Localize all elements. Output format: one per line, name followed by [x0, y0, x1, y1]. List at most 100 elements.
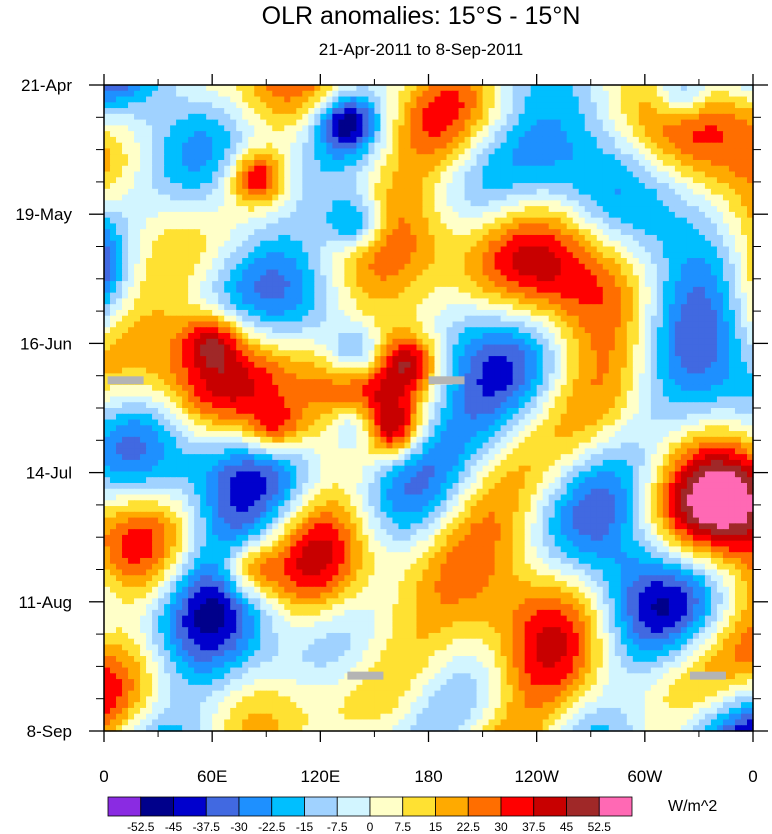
heatmap-cell: [482, 206, 490, 213]
heatmap-cell: [488, 131, 496, 138]
heatmap-cell: [722, 108, 730, 115]
heatmap-cell: [116, 298, 123, 305]
heatmap-cell: [320, 298, 327, 305]
heatmap-cell: [518, 96, 526, 103]
heatmap-cell: [686, 125, 694, 132]
heatmap-cell: [344, 344, 351, 351]
heatmap-cell: [170, 350, 177, 357]
heatmap-cell: [566, 211, 574, 219]
heatmap-cell: [716, 108, 724, 115]
heatmap-cell: [440, 229, 448, 236]
heatmap-cell: [638, 119, 646, 126]
heatmap-cell: [404, 263, 412, 271]
heatmap-cell: [668, 85, 676, 92]
heatmap-cell: [488, 333, 496, 340]
heatmap-cell: [296, 131, 303, 138]
heatmap-cell: [500, 131, 508, 138]
heatmap-cell: [182, 183, 189, 190]
heatmap-cell: [470, 246, 478, 253]
heatmap-cell: [494, 269, 502, 276]
heatmap-cell: [404, 258, 412, 265]
heatmap-cell: [704, 223, 712, 230]
heatmap-cell: [722, 333, 730, 340]
heatmap-cell: [326, 102, 333, 109]
heatmap-cell: [680, 102, 688, 109]
heatmap-cell: [212, 275, 219, 282]
heatmap-cell: [290, 321, 297, 328]
heatmap-cell: [224, 304, 231, 311]
heatmap-cell: [602, 119, 610, 126]
heatmap-cell: [548, 327, 556, 334]
heatmap-cell: [416, 171, 424, 178]
heatmap-cell: [182, 269, 189, 276]
heatmap-cell: [158, 298, 165, 305]
heatmap-cell: [104, 183, 111, 190]
heatmap-cell: [296, 344, 303, 351]
heatmap-cell: [734, 119, 742, 126]
heatmap-cell: [284, 292, 291, 300]
heatmap-cell: [284, 102, 291, 109]
heatmap-cell: [368, 119, 376, 126]
heatmap-cell: [446, 229, 454, 236]
heatmap-cell: [422, 200, 430, 207]
heatmap-cell: [230, 119, 237, 126]
heatmap-cell: [482, 292, 490, 300]
heatmap-cell: [728, 292, 736, 300]
heatmap-cell: [482, 309, 490, 317]
heatmap-cell: [416, 96, 424, 103]
heatmap-cell: [728, 154, 736, 161]
heatmap-cell: [422, 194, 430, 201]
heatmap-cell: [680, 142, 688, 150]
heatmap-cell: [314, 108, 321, 115]
heatmap-cell: [344, 252, 351, 259]
heatmap-cell: [212, 269, 219, 276]
heatmap-cell: [704, 108, 712, 115]
heatmap-cell: [506, 154, 514, 161]
heatmap-cell: [266, 188, 273, 196]
heatmap-cell: [440, 102, 448, 109]
heatmap-cell: [668, 327, 676, 334]
heatmap-cell: [194, 142, 201, 150]
heatmap-cell: [608, 327, 616, 334]
heatmap-cell: [398, 292, 406, 300]
heatmap-cell: [398, 309, 406, 317]
heatmap-cell: [158, 136, 165, 144]
heatmap-cell: [134, 131, 141, 138]
heatmap-cell: [302, 108, 309, 115]
heatmap-cell: [152, 165, 159, 173]
heatmap-cell: [344, 183, 351, 190]
heatmap-cell: [458, 177, 466, 184]
heatmap-cell: [392, 309, 400, 317]
heatmap-cell: [644, 113, 652, 121]
heatmap-cell: [464, 304, 472, 311]
heatmap-cell: [680, 333, 688, 340]
heatmap-cell: [518, 292, 526, 300]
heatmap-cell: [314, 96, 321, 103]
heatmap-cell: [680, 108, 688, 115]
heatmap-cell: [488, 321, 496, 328]
heatmap-cell: [668, 292, 676, 300]
heatmap-cell: [134, 148, 141, 155]
heatmap-cell: [692, 315, 700, 323]
heatmap-cell: [368, 338, 376, 346]
heatmap-cell: [566, 90, 574, 98]
heatmap-cell: [644, 304, 652, 311]
heatmap-cell: [458, 113, 466, 121]
heatmap-cell: [128, 171, 135, 178]
heatmap-cell: [620, 240, 628, 248]
heatmap-cell: [692, 165, 700, 173]
heatmap-cell: [230, 154, 237, 161]
heatmap-cell: [572, 252, 580, 259]
heatmap-cell: [188, 333, 195, 340]
heatmap-cell: [350, 252, 357, 259]
heatmap-cell: [500, 142, 508, 150]
heatmap-cell: [632, 131, 640, 138]
heatmap-cell: [176, 142, 183, 150]
heatmap-cell: [608, 269, 616, 276]
heatmap-cell: [110, 183, 117, 190]
heatmap-cell: [620, 344, 628, 351]
heatmap-cell: [134, 108, 141, 115]
heatmap-cell: [470, 234, 478, 242]
heatmap-cell: [332, 165, 339, 173]
heatmap-cell: [296, 200, 303, 207]
